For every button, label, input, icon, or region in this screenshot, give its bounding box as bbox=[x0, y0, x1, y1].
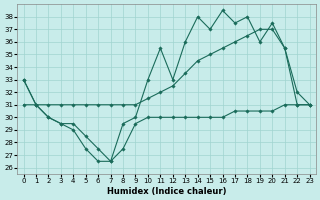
X-axis label: Humidex (Indice chaleur): Humidex (Indice chaleur) bbox=[107, 187, 226, 196]
